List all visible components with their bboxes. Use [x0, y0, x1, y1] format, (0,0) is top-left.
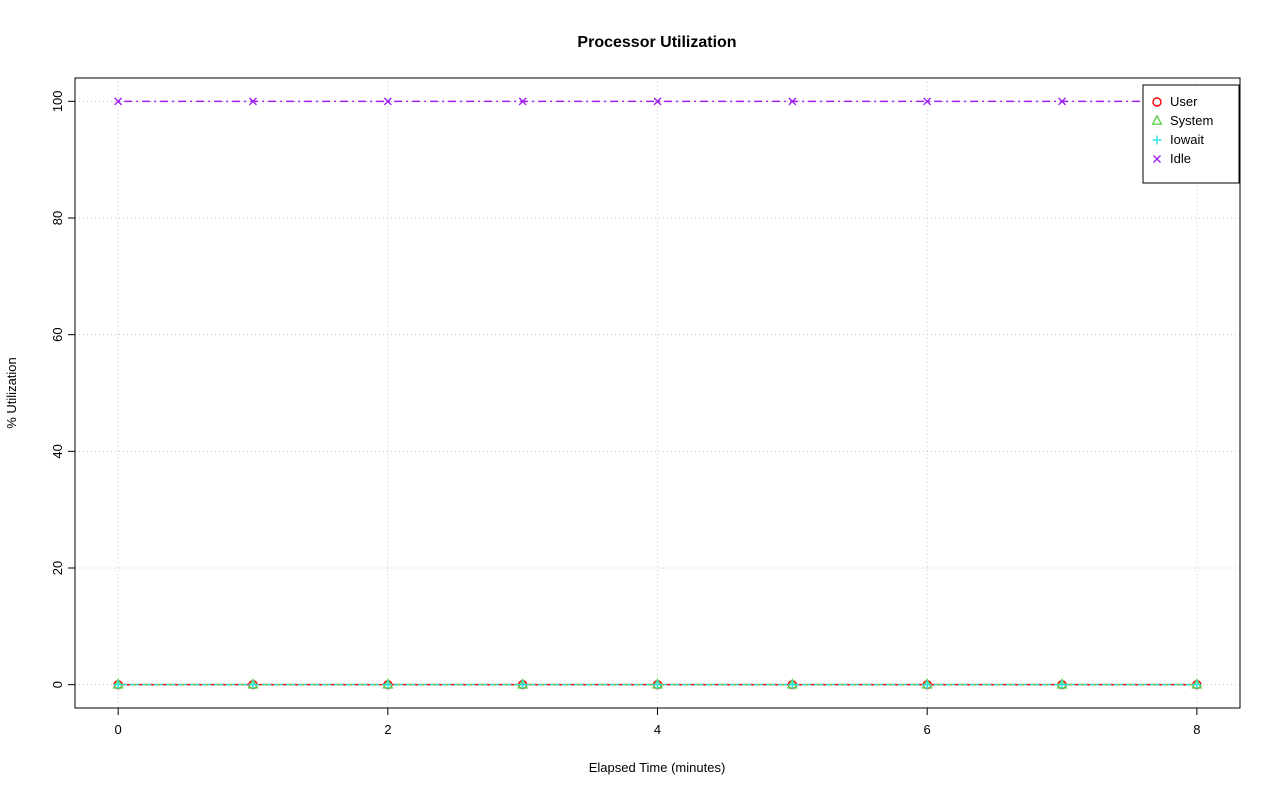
x-axis-tick-label: 2: [384, 722, 391, 737]
y-axis-tick-label: 40: [50, 444, 65, 458]
series-marker-iowait: [1192, 680, 1202, 690]
series-marker-idle-glyph: [383, 97, 392, 106]
series-marker-idle-glyph: [653, 97, 662, 106]
series-marker-iowait: [113, 680, 123, 690]
legend-marker-user-glyph: [1152, 97, 1162, 107]
series-marker-iowait: [1057, 680, 1067, 690]
series-marker-iowait: [787, 680, 797, 690]
series-marker-idle: [383, 97, 392, 106]
x-axis-tick-label: 6: [924, 722, 931, 737]
legend-marker-user: [1152, 97, 1162, 107]
legend-marker-iowait: [1152, 135, 1162, 145]
chart-title: Processor Utilization: [577, 34, 736, 51]
x-axis-tick-label: 4: [654, 722, 661, 737]
legend-label-system: System: [1170, 113, 1213, 128]
series-marker-iowait: [248, 680, 258, 690]
x-axis-tick-label: 8: [1193, 722, 1200, 737]
series-marker-idle-glyph: [248, 97, 257, 106]
series-marker-idle-glyph: [1058, 97, 1067, 106]
legend-label-user: User: [1170, 94, 1198, 109]
y-axis-tick-label: 100: [50, 90, 65, 112]
legend-marker-idle: [1153, 155, 1161, 163]
legend-marker-system-glyph: [1151, 114, 1163, 125]
plot-border: [74, 77, 1241, 709]
x-axis-label: Elapsed Time (minutes): [589, 760, 726, 775]
x-axis-tick-label: 0: [115, 722, 122, 737]
series-marker-idle: [653, 97, 662, 106]
y-axis-tick-label: 20: [50, 561, 65, 575]
series-marker-idle-glyph: [114, 97, 123, 106]
series-marker-idle: [518, 97, 527, 106]
series-marker-idle: [248, 97, 257, 106]
series-marker-idle: [788, 97, 797, 106]
y-axis-tick-label: 60: [50, 327, 65, 341]
legend: User System Iowait Idle: [1142, 84, 1240, 184]
legend-marker-idle-glyph: [1153, 155, 1161, 163]
legend-label-iowait: Iowait: [1170, 132, 1204, 147]
series-marker-idle: [114, 97, 123, 106]
y-axis-tick-label: 0: [50, 681, 65, 688]
series-marker-idle: [923, 97, 932, 106]
legend-marker-system: [1151, 114, 1163, 125]
y-axis-label: % Utilization: [4, 357, 19, 429]
series-marker-idle-glyph: [518, 97, 527, 106]
y-axis-tick-label: 80: [50, 211, 65, 225]
series-marker-idle: [1058, 97, 1067, 106]
legend-label-idle: Idle: [1170, 151, 1191, 166]
series-marker-idle-glyph: [923, 97, 932, 106]
series-marker-iowait: [383, 680, 393, 690]
series-marker-iowait: [518, 680, 528, 690]
series-marker-iowait: [653, 680, 662, 690]
series-marker-iowait: [922, 680, 932, 690]
legend-box: [1142, 84, 1240, 184]
series-marker-idle-glyph: [788, 97, 797, 106]
